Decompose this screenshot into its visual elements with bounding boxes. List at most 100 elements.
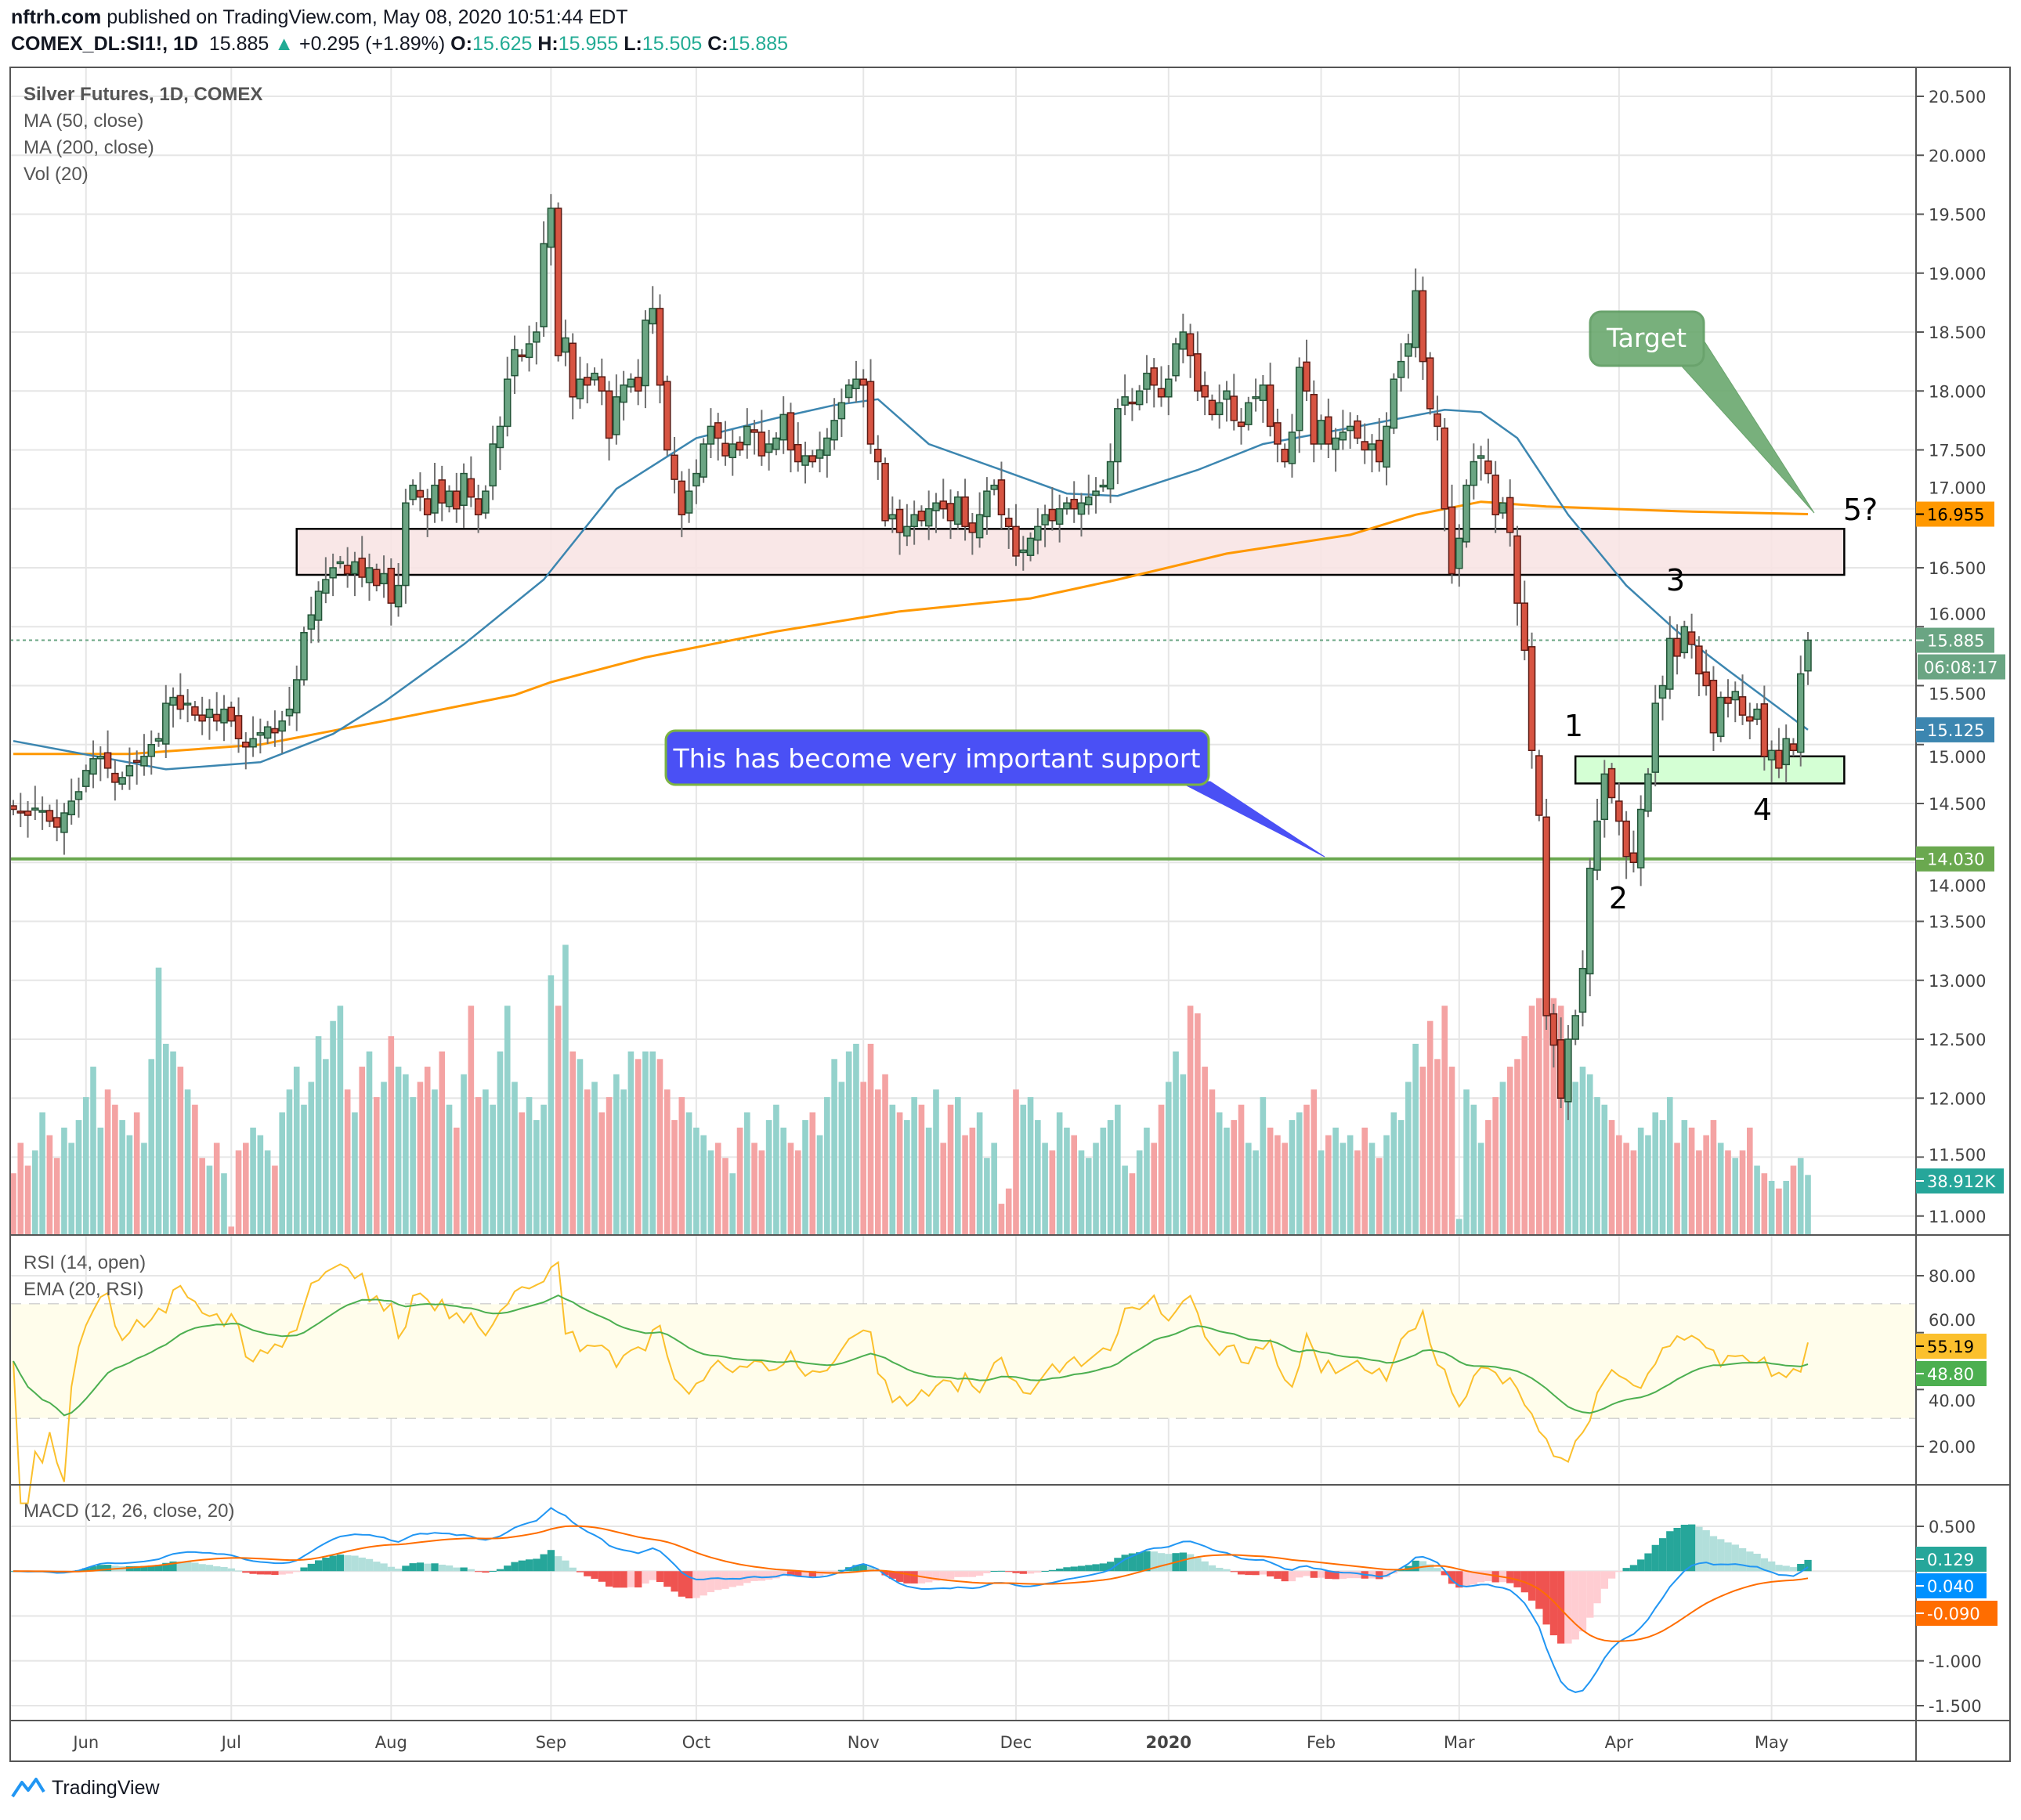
macd-histogram-bar [1782, 1565, 1790, 1572]
candle-body [125, 765, 134, 777]
candle [402, 489, 410, 604]
candle [721, 421, 729, 466]
support-callout[interactable]: This has become very important support [664, 729, 1325, 858]
volume-bar [765, 1120, 772, 1234]
candle [278, 710, 286, 754]
volume-bar [1005, 1188, 1012, 1234]
candle [1753, 703, 1761, 725]
change: +0.295 (+1.89%) [298, 33, 446, 55]
macd-histogram-bar [1695, 1526, 1703, 1572]
volume-bar [1696, 1150, 1702, 1234]
volume-bar [1579, 1067, 1586, 1234]
footer-logo-text[interactable]: TradingView [52, 1776, 160, 1799]
macd-histogram-bar [1056, 1569, 1064, 1572]
volume-bar [969, 1127, 976, 1234]
countdown-label-bg [1918, 654, 2005, 680]
candle-body [605, 390, 613, 439]
candle-body [1346, 425, 1354, 432]
candle-body [1099, 484, 1108, 488]
candle-body [525, 343, 533, 359]
candle [1651, 684, 1659, 787]
candle-body [910, 514, 918, 528]
legend-ma200[interactable]: MA (200, close) [24, 137, 154, 158]
legend-rsi[interactable]: RSI (14, open) [24, 1252, 146, 1273]
candle [1266, 363, 1274, 437]
candle [808, 450, 817, 468]
volume-bar [243, 1143, 249, 1234]
candle [423, 489, 432, 537]
support-zone[interactable] [1574, 755, 1846, 785]
price-tick-label: 14.500 [1929, 795, 1986, 814]
macd-histogram-bar [533, 1558, 540, 1572]
volume-bar [1020, 1104, 1027, 1234]
macd-histogram-bar [1607, 1571, 1616, 1579]
candle [1143, 355, 1151, 404]
candle [1607, 763, 1616, 803]
legend-rsi-ema[interactable]: EMA (20, RSI) [24, 1279, 143, 1300]
macd-histogram-bar [1085, 1565, 1093, 1572]
candle-body [837, 402, 846, 420]
candle-body [721, 442, 729, 457]
candle [1789, 738, 1798, 757]
volume-bar [1506, 1067, 1513, 1234]
candle [844, 379, 853, 404]
candle [1578, 950, 1587, 1027]
legend-ma50[interactable]: MA (50, close) [24, 110, 143, 132]
macd-histogram-bar [1252, 1571, 1260, 1576]
candle-body [888, 514, 897, 520]
macd-histogram-bar [1288, 1571, 1296, 1582]
ma200-price-label-text: 16.955 [1927, 506, 1984, 525]
volume-bar [1332, 1127, 1339, 1234]
time-tick-label: May [1755, 1733, 1788, 1752]
volume-bar [962, 1135, 968, 1234]
candle-body [881, 463, 889, 522]
target-callout[interactable]: Target [1589, 310, 1815, 514]
candle [888, 496, 897, 533]
candle [692, 459, 700, 504]
candle [859, 369, 867, 408]
macd-histogram-bar [82, 1568, 90, 1572]
candle-body [1738, 696, 1747, 716]
volume-bar [1805, 1175, 1811, 1234]
legend-macd[interactable]: MACD (12, 26, close, 20) [24, 1500, 234, 1522]
macd-signal-value-label-text: -0.090 [1927, 1605, 1980, 1623]
candle [1361, 423, 1368, 464]
macd-histogram-bar [1143, 1551, 1151, 1572]
candle [1106, 443, 1115, 504]
legend-volume[interactable]: Vol (20) [24, 164, 89, 185]
candle [1491, 460, 1499, 533]
candle-body [1310, 394, 1318, 445]
macd-histogram-bar [1077, 1565, 1086, 1572]
candle-body [423, 498, 432, 516]
macd-histogram-bar [779, 1571, 787, 1576]
countdown-label: 06:08:17 [1918, 654, 2005, 680]
volume-bar [512, 1082, 518, 1234]
candle [779, 396, 787, 454]
macd-histogram-bar [678, 1571, 686, 1597]
candle [1760, 685, 1769, 771]
time-tick-label: Mar [1444, 1733, 1475, 1752]
macd-histogram-bar [103, 1565, 112, 1572]
volume-bar [1376, 1157, 1383, 1234]
macd-histogram-bar [1332, 1571, 1340, 1580]
candle-body [779, 413, 787, 441]
candle [1194, 331, 1202, 402]
candle [903, 504, 911, 547]
candle [140, 734, 148, 776]
candle-body [162, 702, 170, 745]
symbol: COMEX_DL:SI1!, 1D [11, 33, 198, 55]
candle [1709, 666, 1718, 752]
candle [736, 436, 744, 457]
candle [562, 320, 569, 367]
macd-histogram-bar [1753, 1553, 1761, 1572]
candle [16, 793, 25, 828]
volume-bar [729, 1173, 736, 1234]
macd-histogram-bar [1179, 1552, 1188, 1572]
candle [968, 513, 977, 555]
volume-bar [373, 1096, 380, 1234]
macd-histogram-bar [1484, 1571, 1492, 1582]
macd-histogram-bar [1470, 1571, 1478, 1585]
candle [45, 804, 54, 828]
candle [176, 673, 185, 720]
